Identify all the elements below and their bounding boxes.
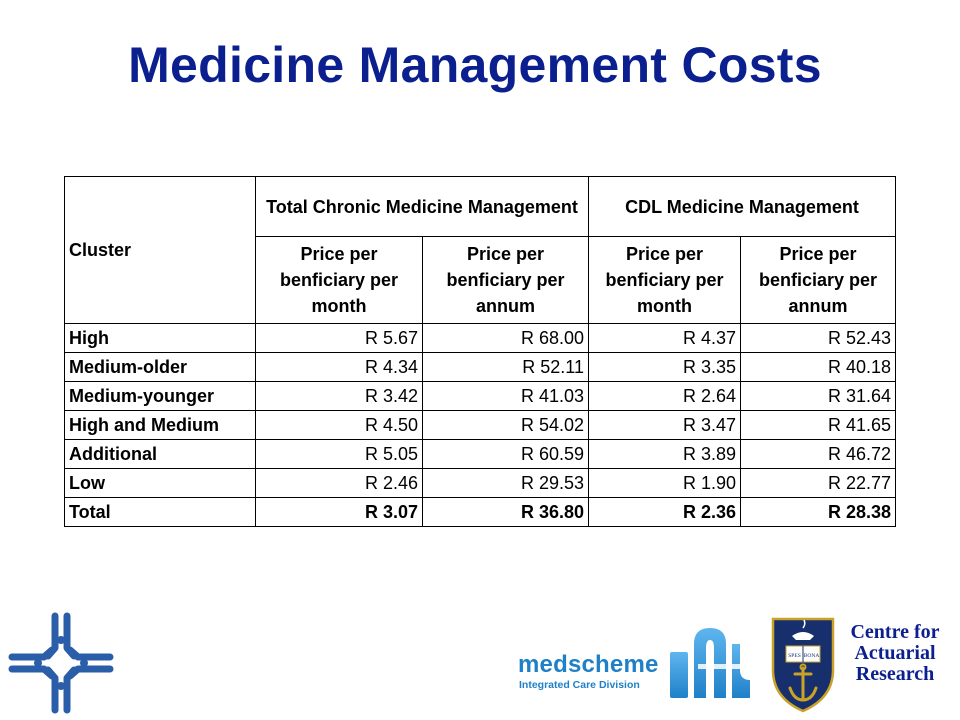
- table-row: High R 5.67 R 68.00 R 4.37 R 52.43: [64, 323, 896, 353]
- subheader-cdl-annum: Price per benficiary per annum: [740, 236, 896, 324]
- cell-value: R 68.00: [422, 323, 589, 353]
- cell-value: R 2.64: [588, 381, 741, 411]
- cell-value: R 52.11: [422, 352, 589, 382]
- table-row: High and Medium R 4.50 R 54.02 R 3.47 R …: [64, 410, 896, 440]
- row-label: Additional: [64, 439, 256, 469]
- row-label: High: [64, 323, 256, 353]
- subheader-total-annum: Price per benficiary per annum: [422, 236, 589, 324]
- university-crest-icon: SPES BONA: [771, 617, 835, 713]
- row-label: Medium-older: [64, 352, 256, 382]
- table-row: Medium-younger R 3.42 R 41.03 R 2.64 R 3…: [64, 381, 896, 411]
- table-subheader-row: Price per benficiary per month Price per…: [65, 236, 896, 324]
- cell-value: R 46.72: [740, 439, 896, 469]
- row-label: Medium-younger: [64, 381, 256, 411]
- group-header-total-chronic: Total Chronic Medicine Management: [255, 176, 589, 237]
- table-row: Medium-older R 4.34 R 52.11 R 3.35 R 40.…: [64, 352, 896, 382]
- subheader-cdl-month: Price per benficiary per month: [588, 236, 741, 324]
- group-header-cdl: CDL Medicine Management: [588, 176, 896, 237]
- medscheme-wordmark: medscheme: [518, 651, 659, 678]
- cell-value: R 4.37: [588, 323, 741, 353]
- subheader-total-month: Price per benficiary per month: [255, 236, 423, 324]
- cell-value: R 3.35: [588, 352, 741, 382]
- cell-value: R 3.42: [255, 381, 423, 411]
- row-label: Total: [64, 497, 256, 527]
- crest-motto-right: BONA: [804, 653, 820, 659]
- centre-label-line1: Centre for: [850, 621, 940, 643]
- cell-value: R 5.67: [255, 323, 423, 353]
- cell-value: R 4.50: [255, 410, 423, 440]
- medscheme-mark-icon: [670, 628, 750, 698]
- cell-value: R 5.05: [255, 439, 423, 469]
- cell-value: R 31.64: [740, 381, 896, 411]
- cell-value: R 41.65: [740, 410, 896, 440]
- cell-value: R 36.80: [422, 497, 589, 527]
- crest-motto-left: SPES: [788, 653, 801, 659]
- cell-value: R 60.59: [422, 439, 589, 469]
- table-row: Low R 2.46 R 29.53 R 1.90 R 22.77: [64, 468, 896, 498]
- cell-value: R 28.38: [740, 497, 896, 527]
- cell-value: R 41.03: [422, 381, 589, 411]
- medscheme-division-label: Integrated Care Division: [519, 679, 640, 691]
- centre-label-line2: Actuarial: [854, 642, 936, 664]
- row-label: High and Medium: [64, 410, 256, 440]
- medicine-costs-table: Cluster Total Chronic Medicine Managemen…: [64, 176, 896, 527]
- table-total-row: Total R 3.07 R 36.80 R 2.36 R 28.38: [64, 497, 896, 527]
- cell-value: R 3.07: [255, 497, 423, 527]
- centre-actuarial-research-label: Centre for Actuarial Research: [838, 622, 952, 685]
- cell-value: R 2.46: [255, 468, 423, 498]
- cell-value: R 29.53: [422, 468, 589, 498]
- cell-value: R 4.34: [255, 352, 423, 382]
- cell-value: R 1.90: [588, 468, 741, 498]
- cell-value: R 3.89: [588, 439, 741, 469]
- cluster-column-header: Cluster: [64, 176, 256, 324]
- table-row: Additional R 5.05 R 60.59 R 3.89 R 46.72: [64, 439, 896, 469]
- centre-label-line3: Research: [855, 663, 935, 685]
- cross-logo-icon: [8, 612, 114, 714]
- cell-value: R 22.77: [740, 468, 896, 498]
- medscheme-logo: medscheme Integrated Care Division: [518, 652, 663, 696]
- table-group-header-row: Cluster Total Chronic Medicine Managemen…: [64, 176, 896, 324]
- row-label: Low: [64, 468, 256, 498]
- cell-value: R 2.36: [588, 497, 741, 527]
- cell-value: R 52.43: [740, 323, 896, 353]
- cell-value: R 54.02: [422, 410, 589, 440]
- cell-value: R 40.18: [740, 352, 896, 382]
- cell-value: R 3.47: [588, 410, 741, 440]
- slide-title: Medicine Management Costs: [128, 37, 822, 93]
